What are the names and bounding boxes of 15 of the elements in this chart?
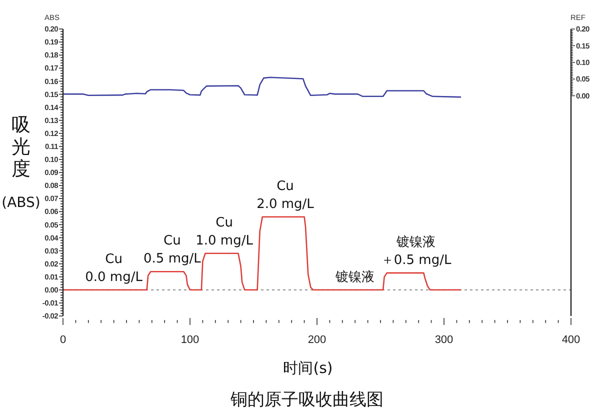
- text: 铜的原子吸收曲线图: [230, 390, 384, 410]
- x-tick-label: 300: [434, 334, 454, 346]
- x-tick-label: 100: [180, 334, 200, 346]
- annotation: Cu 2.0 mg/L: [256, 178, 315, 212]
- annotation: Cu 1.0 mg/L: [196, 215, 254, 248]
- line-series: [62, 216, 462, 291]
- x-tick-label: 0: [60, 334, 66, 346]
- annotation: Cu 0.0 mg/L: [85, 252, 144, 285]
- x-axis-title: 时间(s): [283, 359, 333, 377]
- y-axis-title: 吸光度(ABS): [2, 114, 40, 211]
- annotation: 镀镍液＋0.5 mg/L: [380, 234, 452, 268]
- line-series: [62, 76, 462, 98]
- x-tick-label: 400: [562, 334, 580, 346]
- x-tick-label: 200: [308, 334, 326, 346]
- annotation: 镀镍液: [334, 270, 375, 285]
